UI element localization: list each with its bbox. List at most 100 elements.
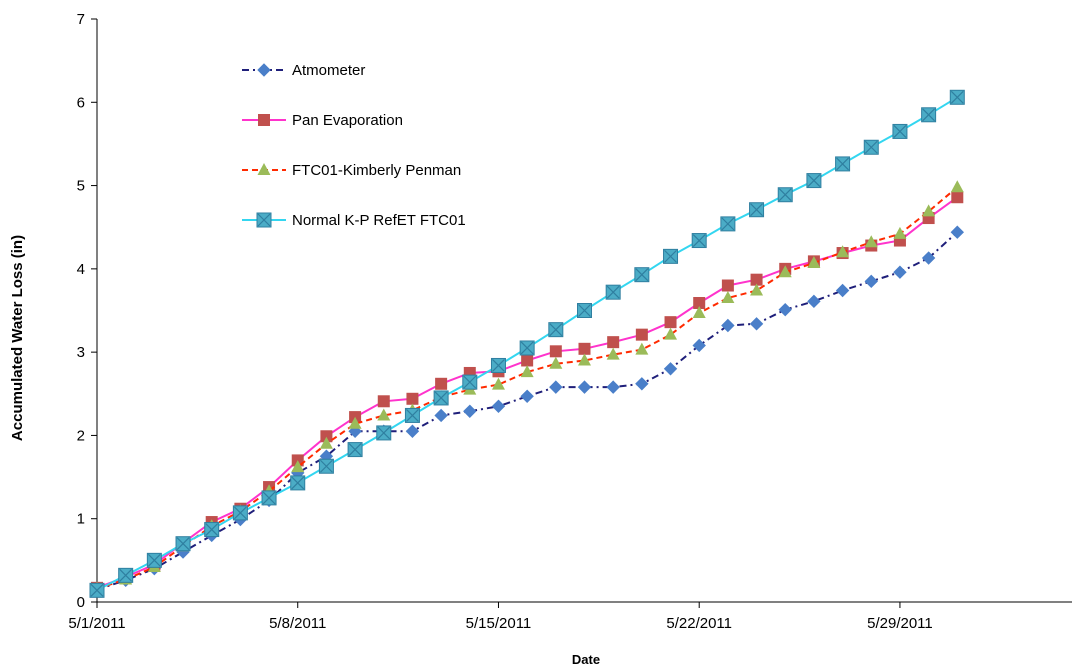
data-point [949,89,965,105]
data-point [664,327,678,340]
data-point [204,522,220,538]
x-cross [836,157,850,171]
square-marker [721,279,734,292]
data-point [807,256,821,269]
data-point [721,318,735,333]
data-point [921,251,936,265]
data-point [232,505,248,521]
data-point [749,202,765,218]
legend-item: Pan Evaporation [242,112,403,129]
x-cross [434,391,448,405]
square-marker [521,354,534,367]
triangle-marker [549,356,563,369]
series-ftc01-kimberly-penman [90,180,964,594]
data-point [257,163,271,175]
diamond-marker [807,294,821,309]
diamond-marker [491,399,506,413]
x-cross [922,108,936,122]
legend-item: FTC01-Kimberly Penman [242,162,461,179]
x-tick-label: 5/1/2011 [68,615,125,632]
y-tick-label: 7 [77,11,85,28]
data-point [635,342,649,355]
data-point [549,345,562,358]
data-point [835,156,851,172]
x-tick-label: 5/8/2011 [269,615,326,632]
series-line [96,186,958,590]
data-point [778,302,792,317]
data-point [577,380,592,394]
data-point [291,460,305,473]
diamond-marker [577,380,592,394]
data-point [720,216,736,232]
data-point [750,283,764,296]
square-marker [258,114,270,126]
data-point [348,416,362,429]
x-cross [578,304,591,317]
data-point [257,63,271,77]
diamond-marker [835,283,850,298]
diamond-marker [549,380,563,394]
triangle-marker [491,377,505,390]
data-point [606,347,620,360]
y-tick-label: 1 [77,511,85,528]
data-point [319,436,333,449]
data-point [377,395,390,408]
data-point [463,404,477,418]
x-tick-label: 5/15/2011 [466,615,532,632]
square-marker [750,273,763,286]
legend-label: FTC01-Kimberly Penman [292,162,461,179]
x-cross [319,459,333,473]
diamond-marker [257,63,271,77]
data-point [320,430,333,443]
x-cross [606,285,620,299]
x-cross [492,359,505,372]
series-line [96,231,958,591]
data-point [520,389,534,403]
data-point [635,328,648,341]
diamond-marker [921,251,936,265]
legend-item: Normal K-P RefET FTC01 [242,212,466,229]
data-point [721,291,735,304]
x-cross [90,583,104,597]
triangle-marker [893,226,907,239]
square-marker [406,392,419,405]
data-point [721,279,734,292]
x-cross [291,476,305,490]
diamond-marker [663,362,678,376]
x-cross [348,443,362,457]
diamond-marker [749,317,764,331]
data-point [664,316,677,329]
data-point [893,226,907,239]
triangle-marker [578,353,591,366]
x-axis-title: Date [572,652,600,667]
data-point [951,191,964,204]
legend: Atmometer Pan Evaporation FTC01-Kimberly P… [242,62,466,229]
data-point [691,233,707,249]
x-cross [233,506,247,520]
data-point [490,357,506,373]
y-tick-label: 0 [77,594,85,611]
series-atmometer [90,225,965,597]
data-point [663,248,679,264]
data-point [807,294,821,309]
data-point [605,284,621,300]
diamond-marker [778,302,792,317]
axes: 0 1 2 3 4 5 6 7 5/1/2011 5/8/2011 5/15/2011 5/22/20… [68,11,1072,632]
x-cross [750,203,763,217]
data-point [692,305,706,318]
legend-label: Atmometer [292,62,365,79]
square-marker [320,430,333,443]
x-cross [721,217,735,231]
data-point [118,567,134,583]
data-point [435,377,448,390]
data-point [693,297,706,310]
x-cross [463,375,477,389]
x-cross [549,323,563,337]
triangle-marker [606,347,620,360]
diamond-marker [635,377,649,391]
diamond-marker [606,380,620,394]
data-point [491,399,506,413]
data-point [347,442,363,458]
square-marker [951,191,964,204]
data-point [864,274,878,289]
